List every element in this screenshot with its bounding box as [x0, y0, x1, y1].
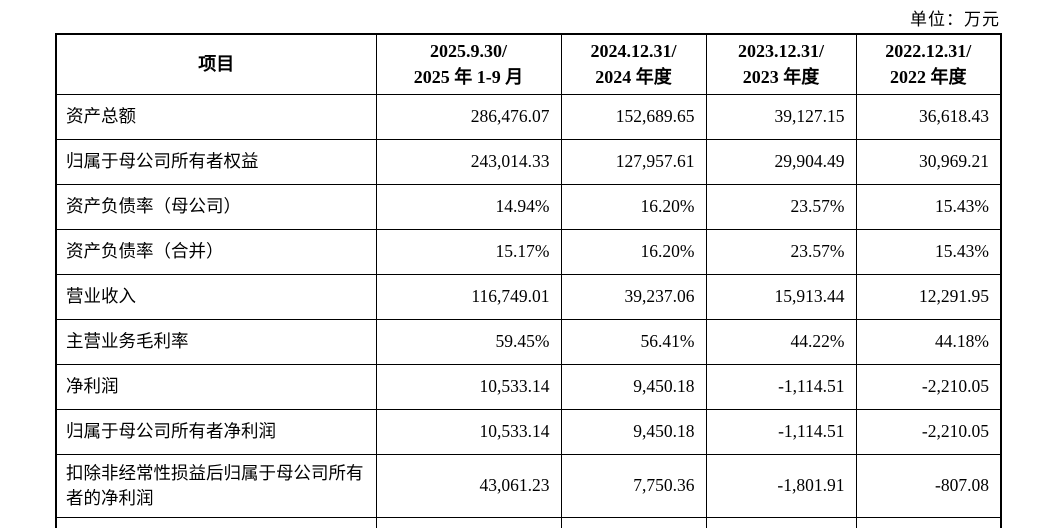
- row-value: 15.17%: [375, 228, 562, 275]
- row-value: 243,014.33: [375, 138, 562, 185]
- financial-table: 项目 2025.9.30/ 2025 年 1-9 月 2024.12.31/ 2…: [55, 33, 1002, 528]
- row-value: 15.43%: [855, 228, 1002, 275]
- table-row: 营业收入 116,749.01 39,237.06 15,913.44 12,291.9…: [55, 273, 1002, 320]
- row-value: 127,957.61: [560, 138, 707, 185]
- row-label: 主营业务毛利率: [55, 318, 377, 365]
- row-value: 15.43%: [855, 183, 1002, 230]
- row-value: 14.94%: [375, 183, 562, 230]
- row-label: 净利润: [55, 363, 377, 410]
- table-row-partial: [55, 517, 1002, 528]
- row-value: 59.45%: [375, 318, 562, 365]
- row-value: 9,450.18: [560, 363, 707, 410]
- row-value: 56.41%: [560, 318, 707, 365]
- row-value: 152,689.65: [560, 93, 707, 140]
- row-value: 16.20%: [560, 228, 707, 275]
- table-row: 资产负债率（合并） 15.17% 16.20% 23.57% 15.43%: [55, 228, 1002, 275]
- row-value: 29,904.49: [705, 138, 857, 185]
- row-value: -2,210.05: [855, 363, 1002, 410]
- header-period-2025: 2025.9.30/ 2025 年 1-9 月: [375, 33, 562, 95]
- table-row: 主营业务毛利率 59.45% 56.41% 44.22% 44.18%: [55, 318, 1002, 365]
- header-period-2022: 2022.12.31/ 2022 年度: [855, 33, 1002, 95]
- row-value: 44.22%: [705, 318, 857, 365]
- header-line1: 项目: [198, 54, 235, 75]
- row-value: [375, 517, 562, 528]
- header-item-column: 项目: [55, 33, 377, 95]
- row-value: 36,618.43: [855, 93, 1002, 140]
- table-row: 净利润 10,533.14 9,450.18 -1,114.51 -2,210.05: [55, 363, 1002, 410]
- header-line2: 2024 年度: [595, 67, 672, 88]
- row-value: 44.18%: [855, 318, 1002, 365]
- row-value: 23.57%: [705, 183, 857, 230]
- row-label: 归属于母公司所有者净利润: [55, 408, 377, 455]
- row-value: [705, 517, 857, 528]
- row-value: 30,969.21: [855, 138, 1002, 185]
- row-value: 23.57%: [705, 228, 857, 275]
- row-value: -1,114.51: [705, 363, 857, 410]
- table-row: 归属于母公司所有者权益 243,014.33 127,957.61 29,904.49…: [55, 138, 1002, 185]
- row-label: 资产负债率（合并）: [55, 228, 377, 275]
- row-label: 扣除非经常性损益后归属于母公司所有者的净利润: [55, 453, 377, 519]
- row-value: 286,476.07: [375, 93, 562, 140]
- header-line1: 2023.12.31/: [737, 41, 824, 62]
- table-header: 项目 2025.9.30/ 2025 年 1-9 月 2024.12.31/ 2…: [55, 33, 1002, 95]
- row-value: 16.20%: [560, 183, 707, 230]
- row-value: 39,237.06: [560, 273, 707, 320]
- header-line2: 2025 年 1-9 月: [413, 67, 524, 88]
- row-value: 116,749.01: [375, 273, 562, 320]
- header-line2: 2023 年度: [742, 67, 820, 88]
- row-label: 资产总额: [55, 93, 377, 140]
- row-value: -1,801.91: [705, 453, 857, 519]
- row-value: 9,450.18: [560, 408, 707, 455]
- row-value: 12,291.95: [855, 273, 1002, 320]
- header-line1: 2024.12.31/: [590, 41, 677, 62]
- header-line1: 2025.9.30/: [429, 41, 507, 62]
- row-value: -807.08: [855, 453, 1002, 519]
- row-value: 7,750.36: [560, 453, 707, 519]
- row-value: 43,061.23: [375, 453, 562, 519]
- row-label: 资产负债率（母公司）: [55, 183, 377, 230]
- table-row: 资产负债率（母公司） 14.94% 16.20% 23.57% 15.43%: [55, 183, 1002, 230]
- header-line2: 2022 年度: [890, 67, 967, 88]
- row-value: -1,114.51: [705, 408, 857, 455]
- unit-label: 单位：万元: [910, 10, 1000, 29]
- header-period-2024: 2024.12.31/ 2024 年度: [560, 33, 707, 95]
- header-period-2023: 2023.12.31/ 2023 年度: [705, 33, 857, 95]
- row-value: 15,913.44: [705, 273, 857, 320]
- table-row: 扣除非经常性损益后归属于母公司所有者的净利润 43,061.23 7,750.36-…: [55, 453, 1002, 519]
- row-value: 10,533.14: [375, 408, 562, 455]
- header-row: 项目 2025.9.30/ 2025 年 1-9 月 2024.12.31/ 2…: [55, 33, 1002, 95]
- row-value: [560, 517, 707, 528]
- row-value: 10,533.14: [375, 363, 562, 410]
- table-row: 资产总额 286,476.07 152,689.65 39,127.15 36,618.…: [55, 93, 1002, 140]
- row-label: 归属于母公司所有者权益: [55, 138, 377, 185]
- row-label: 营业收入: [55, 273, 377, 320]
- table-body: 资产总额 286,476.07 152,689.65 39,127.15 36,618.…: [55, 93, 1002, 528]
- row-value: [855, 517, 1002, 528]
- row-label: [55, 517, 377, 528]
- row-value: 39,127.15: [705, 93, 857, 140]
- header-line1: 2022.12.31/: [885, 41, 972, 62]
- table-row: 归属于母公司所有者净利润 10,533.14 9,450.18 -1,114.51 -2…: [55, 408, 1002, 455]
- row-value: -2,210.05: [855, 408, 1002, 455]
